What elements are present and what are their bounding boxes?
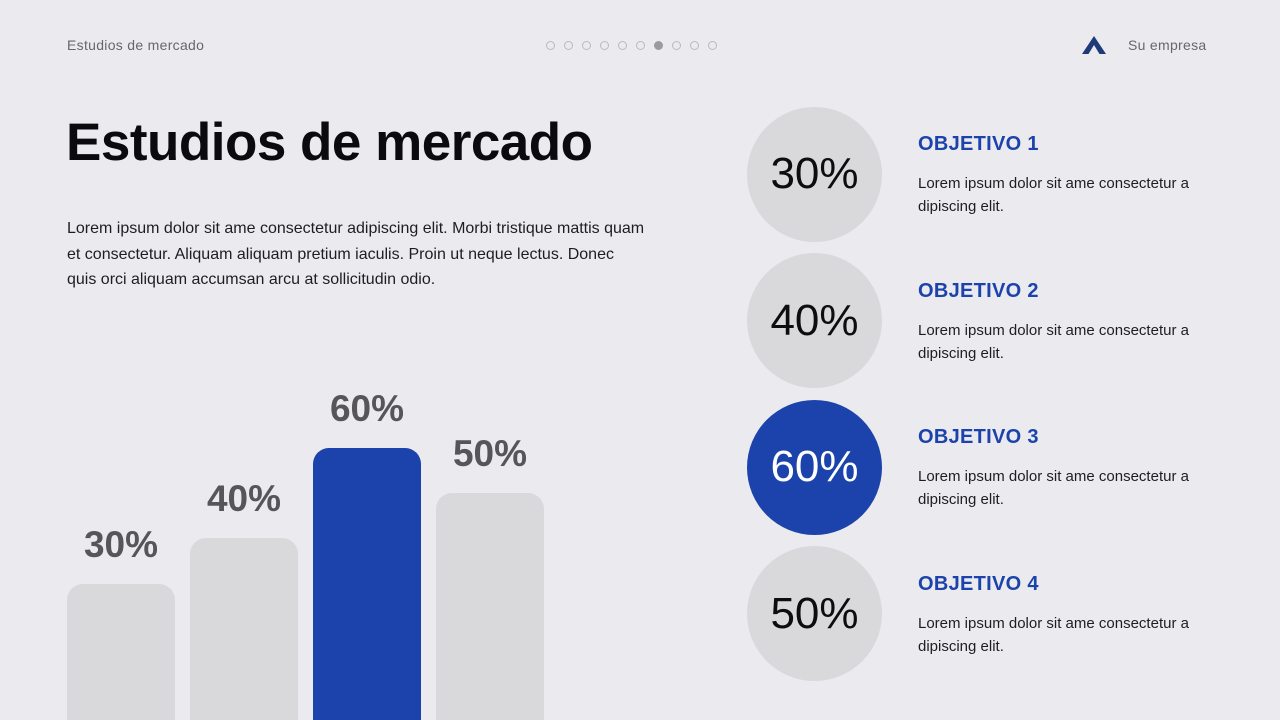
triangle-a-logo-icon [1082, 36, 1106, 54]
pagination-dot[interactable] [672, 41, 681, 50]
bar-value-label: 30% [83, 523, 159, 565]
slide-pagination[interactable] [546, 41, 717, 50]
chart-bar [313, 447, 421, 720]
chart-bar [190, 538, 298, 720]
section-label: Estudios de mercado [67, 37, 205, 53]
pagination-dot[interactable] [690, 41, 699, 50]
pagination-dot[interactable] [600, 41, 609, 50]
objective-text: Lorem ipsum dolor sit ame consectetur a … [918, 175, 1189, 215]
pagination-dot[interactable] [636, 41, 645, 50]
pagination-dot[interactable] [564, 41, 573, 50]
bar-value-label: 50% [452, 433, 528, 474]
page-title: Estudios de mercado [66, 113, 593, 172]
brand: Su empresa [1080, 34, 1206, 56]
objective-title: OBJETIVO 4 [918, 572, 1039, 595]
chart-bar [67, 583, 175, 720]
objective-value-circle: 50% [747, 546, 882, 681]
description: Lorem ipsum dolor sit ame consectetur ad… [67, 220, 645, 288]
pagination-dot[interactable] [654, 41, 663, 50]
objective-text: Lorem ipsum dolor sit ame consectetur a … [918, 468, 1189, 508]
objective-value-circle: 60% [747, 399, 882, 535]
objective-value-circle: 30% [747, 106, 882, 242]
pagination-dot[interactable] [618, 41, 627, 50]
objective-value-circle: 40% [747, 253, 882, 388]
objective-text: Lorem ipsum dolor sit ame consectetur a … [918, 614, 1189, 655]
bar-chart: 30% 40% 60% 50% [67, 387, 544, 720]
bar-value-label: 60% [329, 387, 405, 429]
objective-title: OBJETIVO 2 [918, 279, 1039, 302]
chart-bar [436, 493, 544, 720]
bar-value-label: 40% [206, 478, 282, 520]
objective-text: Lorem ipsum dolor sit ame consectetur a … [918, 321, 1189, 362]
objective-title: OBJETIVO 1 [918, 133, 1039, 155]
brand-name: Su empresa [1128, 37, 1207, 53]
pagination-dot[interactable] [708, 41, 717, 50]
objective-title: OBJETIVO 3 [918, 426, 1039, 448]
pagination-dot[interactable] [546, 41, 555, 50]
pagination-dot[interactable] [582, 41, 591, 50]
